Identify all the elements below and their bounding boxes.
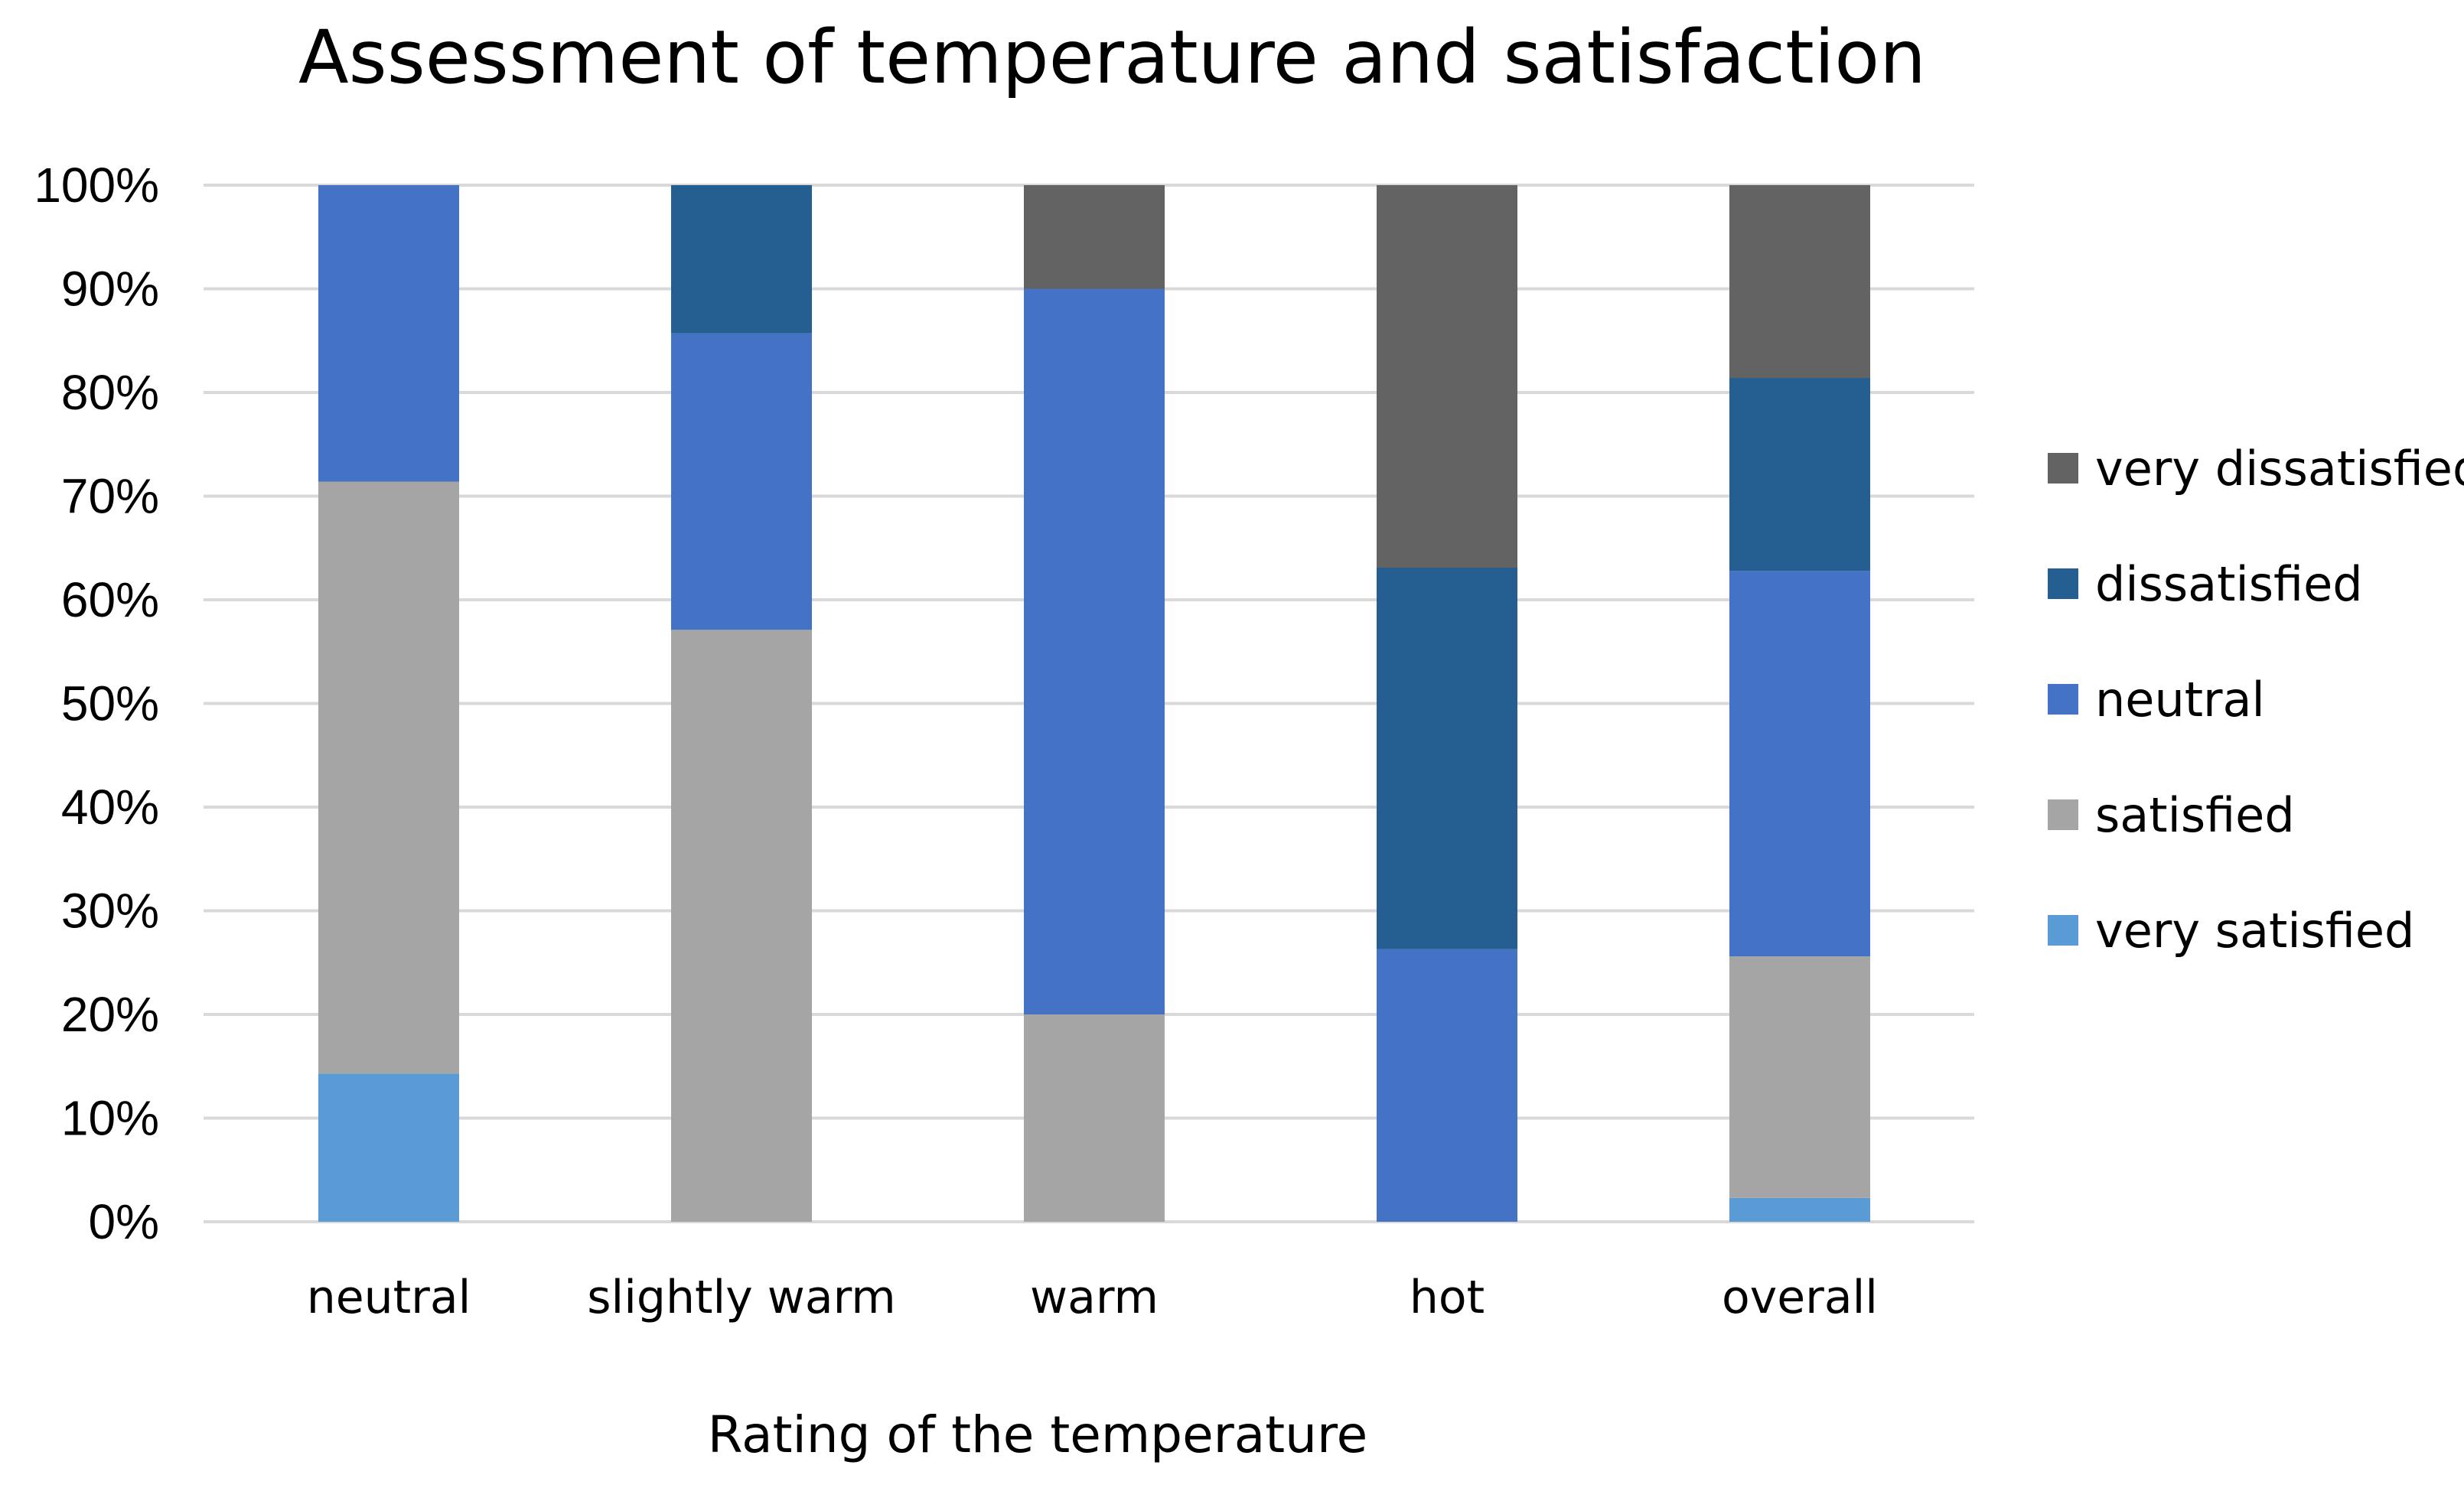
legend-swatch [2048, 568, 2078, 599]
bar-segment [1729, 956, 1870, 1198]
bar-stack [1024, 185, 1165, 1222]
legend-label: very dissatisfied [2095, 441, 2464, 497]
legend-label: satisfied [2095, 787, 2295, 843]
bar-stack [318, 185, 459, 1222]
bar-segment [318, 481, 459, 1074]
y-tick-label: 20% [61, 987, 159, 1042]
bar-stack [1377, 185, 1517, 1222]
x-tick-label: slightly warm [587, 1271, 895, 1324]
bar-segment [1377, 185, 1517, 568]
chart-title: Assessment of temperature and satisfacti… [298, 15, 1926, 100]
legend: very dissatisfied dissatisfied neutral sati… [2048, 441, 2464, 959]
bar-segment [1729, 185, 1870, 379]
x-tick-label: warm [1030, 1271, 1159, 1324]
bar-segment [1024, 185, 1165, 289]
x-axis-title: Rating of the temperature [708, 1405, 1368, 1464]
legend-item: dissatisfied [2048, 556, 2363, 612]
bar-stack [1729, 185, 1870, 1222]
y-axis-tick-labels: 0% 10% 20% 30% 40% 50% 60% 70% 80% 90% 100% [34, 158, 159, 1249]
bar-segment [1377, 949, 1517, 1222]
x-axis-tick-labels: neutral slightly warm warm hot overall [307, 1271, 1878, 1324]
y-tick-label: 40% [61, 780, 159, 835]
legend-item: very dissatisfied [2048, 441, 2464, 497]
bar-segment [1024, 288, 1165, 1014]
bar-segment [318, 185, 459, 482]
legend-swatch [2048, 799, 2078, 830]
bar-segment [671, 630, 812, 1222]
x-tick-label: overall [1722, 1271, 1878, 1324]
y-tick-label: 60% [61, 572, 159, 627]
y-tick-label: 70% [61, 469, 159, 524]
bar-segment [318, 1073, 459, 1222]
y-tick-label: 10% [61, 1091, 159, 1146]
bar-segment [1377, 567, 1517, 949]
legend-swatch [2048, 915, 2078, 946]
y-tick-label: 30% [61, 884, 159, 939]
y-tick-label: 80% [61, 365, 159, 420]
y-tick-label: 90% [61, 262, 159, 317]
legend-label: very satisfied [2095, 903, 2414, 959]
legend-label: neutral [2095, 672, 2265, 728]
y-tick-label: 100% [34, 158, 159, 213]
bar-segment [1729, 1197, 1870, 1222]
bar-segment [1024, 1014, 1165, 1222]
legend-label: dissatisfied [2095, 556, 2363, 612]
legend-item: satisfied [2048, 787, 2295, 843]
bar-segment [671, 185, 812, 334]
y-tick-label: 0% [89, 1194, 160, 1249]
bars [318, 185, 1870, 1222]
bar-stack [671, 185, 812, 1222]
legend-item: very satisfied [2048, 903, 2414, 959]
bar-segment [671, 333, 812, 630]
bar-segment [1729, 378, 1870, 571]
legend-swatch [2048, 684, 2078, 715]
legend-swatch [2048, 453, 2078, 484]
x-tick-label: neutral [307, 1271, 471, 1324]
legend-item: neutral [2048, 672, 2265, 728]
y-tick-label: 50% [61, 676, 159, 731]
x-tick-label: hot [1410, 1271, 1485, 1324]
bar-segment [1729, 571, 1870, 957]
